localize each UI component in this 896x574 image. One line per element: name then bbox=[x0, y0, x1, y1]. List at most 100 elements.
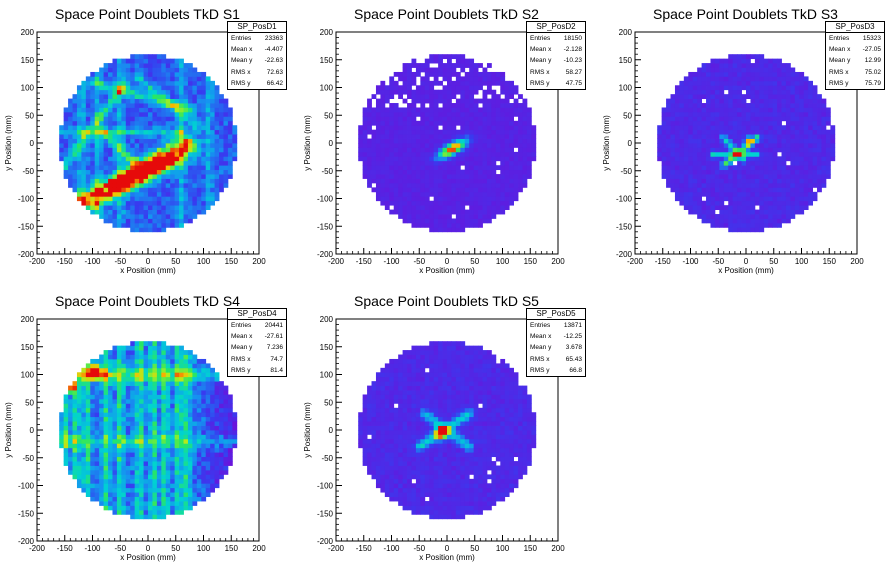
heatmap-cell bbox=[148, 214, 153, 219]
heatmap-cell bbox=[455, 218, 461, 224]
heatmap-cell bbox=[402, 111, 408, 117]
heatmap-cell bbox=[72, 165, 78, 171]
heatmap-cell bbox=[424, 129, 430, 135]
heatmap-cell bbox=[201, 76, 207, 82]
heatmap-cell bbox=[451, 71, 457, 77]
heatmap-cell bbox=[143, 63, 149, 68]
heatmap-cell bbox=[152, 156, 158, 162]
heatmap-cell bbox=[768, 214, 774, 219]
heatmap-cell bbox=[112, 151, 118, 157]
heatmap-cell bbox=[451, 89, 457, 95]
heatmap-cell bbox=[125, 358, 131, 364]
heatmap-cell bbox=[728, 89, 734, 95]
heatmap-cell bbox=[666, 174, 671, 179]
heatmap-cell bbox=[763, 116, 769, 122]
heatmap-cell bbox=[482, 182, 488, 188]
heatmap-cell bbox=[134, 120, 140, 126]
heatmap-cell bbox=[741, 138, 747, 144]
heatmap-cell bbox=[187, 103, 193, 108]
heatmap-cell bbox=[170, 483, 176, 489]
heatmap-cell bbox=[777, 209, 782, 215]
heatmap-cell bbox=[121, 421, 127, 426]
heatmap-cell bbox=[500, 205, 506, 210]
heatmap-cell bbox=[103, 394, 109, 400]
heatmap-cell bbox=[741, 94, 747, 99]
heatmap-cell bbox=[464, 178, 470, 184]
heatmap-cell bbox=[371, 138, 377, 144]
heatmap-cell bbox=[772, 160, 778, 166]
heatmap-cell bbox=[161, 425, 167, 431]
heatmap-cell bbox=[777, 200, 782, 206]
heatmap-cell bbox=[125, 421, 131, 426]
heatmap-cell bbox=[103, 143, 109, 148]
heatmap-cell bbox=[812, 85, 818, 91]
heatmap-cell bbox=[139, 465, 144, 471]
heatmap-cell bbox=[367, 143, 372, 148]
heatmap-cell bbox=[192, 169, 198, 175]
heatmap-cell bbox=[509, 111, 514, 117]
heatmap-cell bbox=[737, 222, 742, 228]
heatmap-cell bbox=[380, 147, 386, 153]
heatmap-cell bbox=[407, 151, 412, 157]
heatmap-cell bbox=[161, 385, 167, 391]
heatmap-cell bbox=[121, 191, 127, 197]
heatmap-cell bbox=[384, 111, 390, 117]
heatmap-cell bbox=[737, 151, 742, 157]
heatmap-cell bbox=[156, 514, 162, 520]
heatmap-cell bbox=[817, 174, 822, 179]
heatmap-cell bbox=[165, 67, 171, 73]
heatmap-cell bbox=[161, 465, 167, 471]
heatmap-cell bbox=[794, 151, 800, 157]
heatmap-cell bbox=[72, 138, 78, 144]
heatmap-cell bbox=[85, 125, 91, 131]
heatmap-cell bbox=[732, 89, 738, 95]
heatmap-cell bbox=[108, 505, 113, 511]
heatmap-cell bbox=[750, 147, 756, 153]
heatmap-cell bbox=[152, 143, 158, 148]
heatmap-cell bbox=[719, 116, 725, 122]
heatmap-cell bbox=[830, 147, 836, 153]
heatmap-cell bbox=[219, 187, 224, 193]
heatmap-cell bbox=[81, 465, 87, 471]
y-tick-label: 150 bbox=[619, 56, 633, 65]
stats-value: -10.23 bbox=[563, 57, 582, 65]
heatmap-cell bbox=[116, 372, 122, 378]
heatmap-cell bbox=[746, 191, 751, 197]
heatmap-cell bbox=[196, 111, 202, 117]
heatmap-cell bbox=[433, 71, 439, 77]
heatmap-cell bbox=[125, 138, 131, 144]
heatmap-cell bbox=[165, 89, 171, 95]
heatmap-cell bbox=[732, 182, 738, 188]
heatmap-cell bbox=[737, 209, 742, 215]
heatmap-cell bbox=[460, 143, 466, 148]
heatmap-cell bbox=[134, 103, 140, 108]
heatmap-cell bbox=[692, 209, 698, 215]
y-axis-label: y Position (mm) bbox=[4, 115, 13, 171]
heatmap-cell bbox=[785, 67, 791, 73]
heatmap-cell bbox=[781, 80, 787, 86]
heatmap-cell bbox=[473, 89, 479, 95]
heatmap-cell bbox=[442, 143, 448, 148]
heatmap-cell bbox=[143, 350, 149, 355]
heatmap-cell bbox=[219, 125, 224, 131]
heatmap-cell bbox=[170, 71, 176, 77]
heatmap-cell bbox=[152, 125, 158, 131]
heatmap-cell bbox=[768, 134, 774, 139]
heatmap-cell bbox=[781, 214, 787, 219]
heatmap-cell bbox=[139, 487, 144, 493]
heatmap-cell bbox=[411, 169, 417, 175]
heatmap-cell bbox=[772, 85, 778, 91]
heatmap-cell bbox=[99, 138, 104, 144]
heatmap-cell bbox=[486, 187, 492, 193]
heatmap-cell bbox=[420, 196, 426, 202]
heatmap-cell bbox=[688, 156, 694, 162]
heatmap-cell bbox=[402, 147, 408, 153]
heatmap-cell bbox=[812, 182, 818, 188]
heatmap-cell bbox=[134, 394, 140, 400]
heatmap-cell bbox=[741, 125, 747, 131]
heatmap-cell bbox=[674, 191, 680, 197]
heatmap-cell bbox=[187, 151, 193, 157]
heatmap-cell bbox=[509, 116, 514, 122]
heatmap-cell bbox=[183, 134, 189, 139]
heatmap-cell bbox=[205, 191, 211, 197]
